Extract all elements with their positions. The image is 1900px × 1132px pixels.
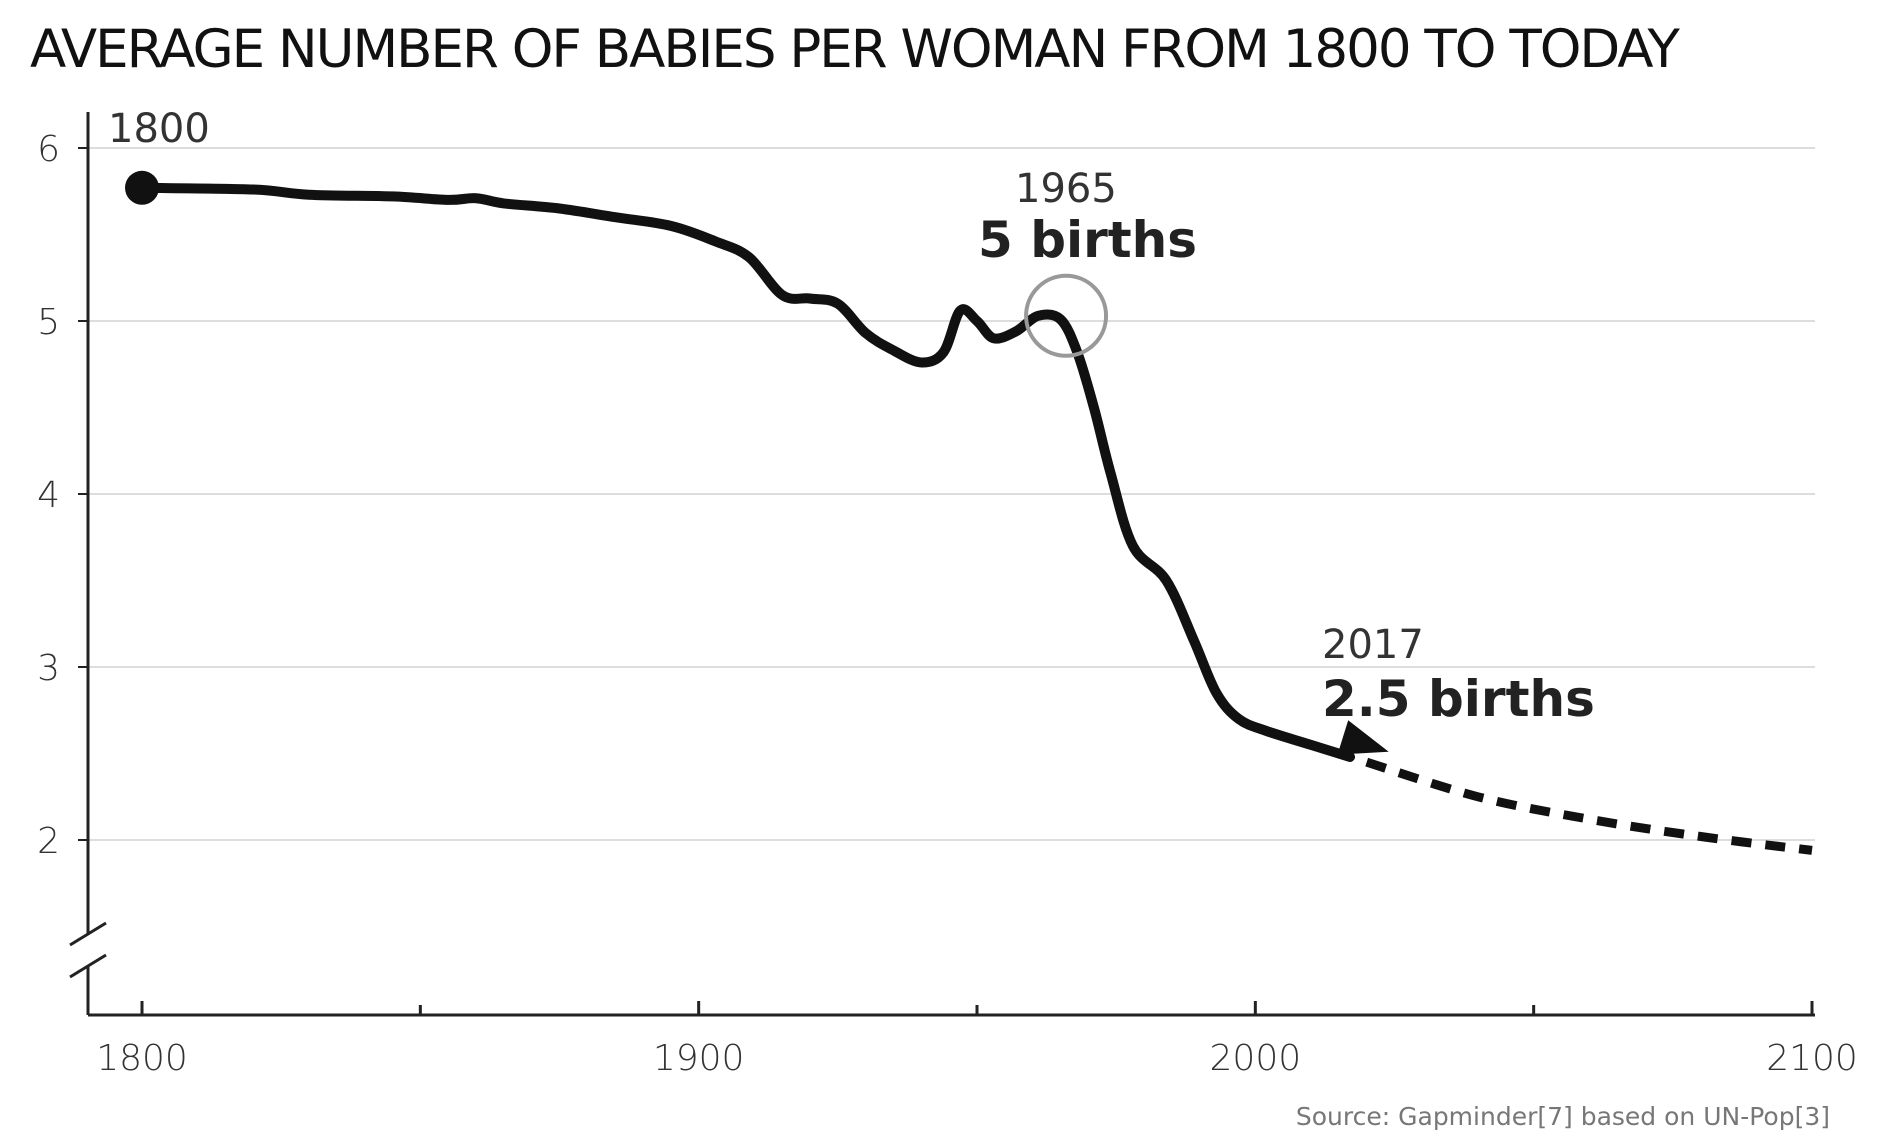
y-tick-label-2: 2 (37, 821, 60, 862)
annotations: 1800 1965 5 births 2017 2.5 births (108, 106, 1595, 728)
x-tick-label-2000: 2000 (1210, 1038, 1302, 1079)
y-tick-label-6: 6 (37, 129, 60, 170)
chart-title: AVERAGE NUMBER OF BABIES PER WOMAN FROM … (30, 19, 1680, 80)
highlight-circle-marker (1024, 273, 1109, 358)
x-tick-label-2100: 2100 (1766, 1038, 1858, 1079)
source-note: Source: Gapminder[7] based on UN-Pop[3] (1296, 1102, 1830, 1131)
series-line-historical (137, 182, 1355, 762)
axes: 2 3 4 5 6 1800 1900 2000 2100 (37, 112, 1858, 1079)
y-tick-label-5: 5 (37, 302, 60, 343)
markers (125, 170, 1389, 755)
arrowhead-marker (1337, 720, 1389, 755)
annotation-1965-value: 5 births (978, 211, 1197, 269)
series-lines (137, 182, 1813, 855)
annotation-2017-year: 2017 (1322, 622, 1424, 668)
x-tick-label-1900: 1900 (653, 1038, 745, 1079)
series-line-projection (1365, 757, 1813, 855)
gridlines (88, 147, 1815, 841)
annotation-1800-year: 1800 (108, 106, 210, 152)
start-dot-marker (125, 170, 159, 205)
y-tick-label-3: 3 (37, 648, 60, 689)
y-tick-label-4: 4 (37, 475, 60, 516)
x-tick-label-1800: 1800 (96, 1038, 188, 1079)
y-axis-break-mark-top (69, 921, 107, 947)
annotation-2017-value: 2.5 births (1322, 670, 1595, 728)
y-axis-break-mark-bottom (69, 953, 107, 979)
annotation-1965-year: 1965 (1015, 166, 1117, 212)
